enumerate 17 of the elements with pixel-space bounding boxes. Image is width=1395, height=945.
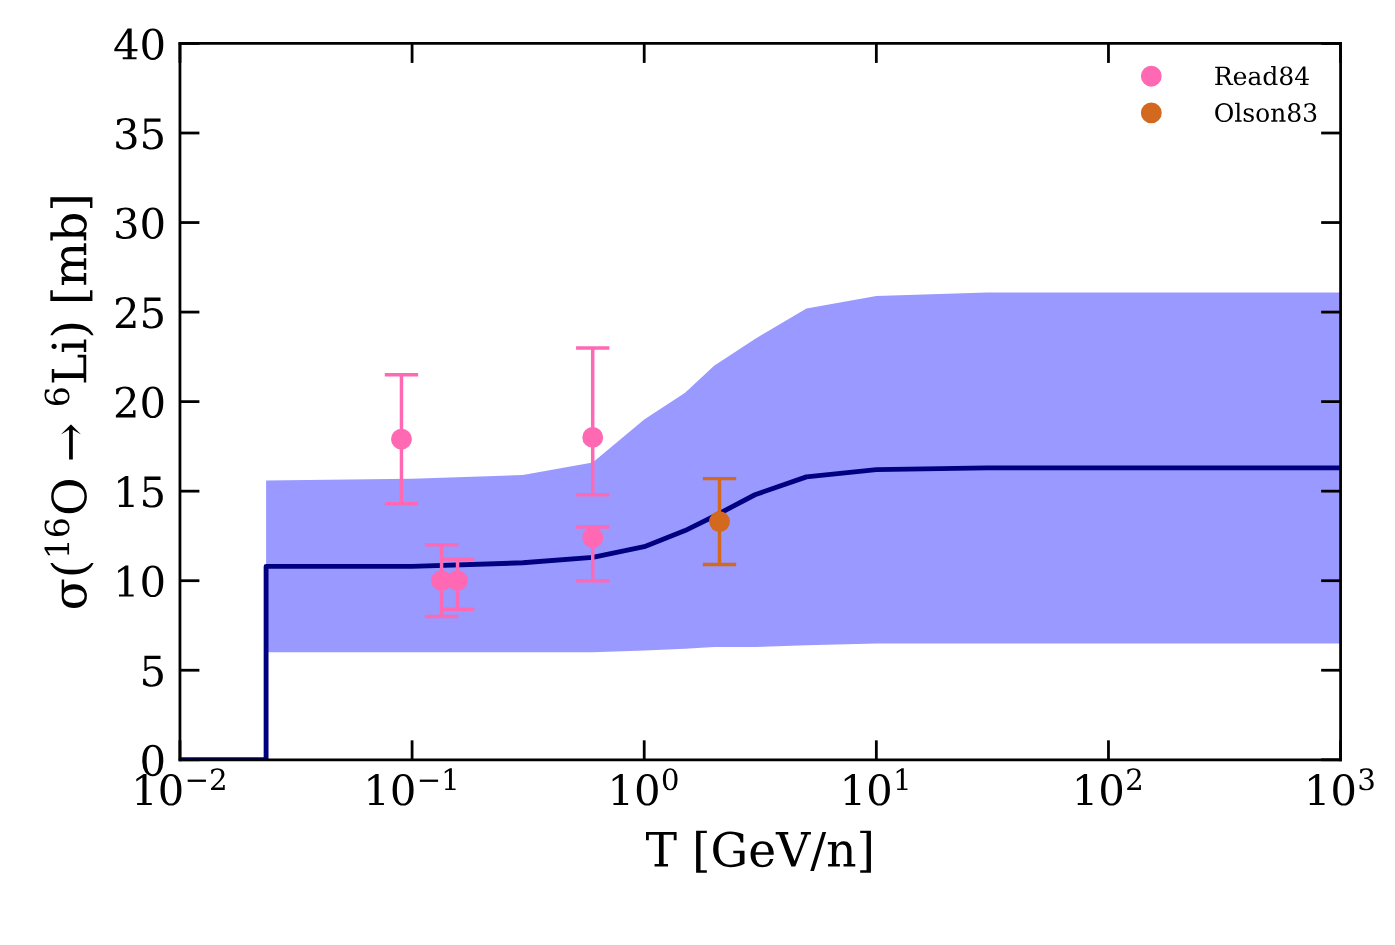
legend-label: Olson83 bbox=[1215, 102, 1317, 123]
y-tick-label: 10 bbox=[118, 565, 164, 598]
x-tick-label: 10$^{1}$ bbox=[844, 768, 908, 806]
y-tick-label: 15 bbox=[118, 476, 163, 508]
x-tick-label: 10$^{−1}$ bbox=[368, 768, 456, 806]
y-tick-label: 40 bbox=[114, 28, 164, 60]
legend-label: Read84 bbox=[1215, 65, 1309, 86]
x-tick-label: 10$^{3}$ bbox=[1309, 768, 1374, 806]
x-axis-title: T [GeV/n] bbox=[646, 830, 871, 873]
y-tick-label: 35 bbox=[116, 117, 163, 150]
y-tick-label: 5 bbox=[143, 655, 163, 687]
x-tick-label: 10$^{0}$ bbox=[612, 768, 678, 806]
y-tick-label: 25 bbox=[115, 296, 163, 329]
y-tick-label: 20 bbox=[115, 386, 164, 419]
y-axis-title: σ($^{16}$O → $^{6}$Li) [mb] bbox=[44, 197, 94, 608]
y-tick-label: 30 bbox=[116, 207, 164, 239]
x-tick-label: 10$^{2}$ bbox=[1076, 768, 1141, 806]
